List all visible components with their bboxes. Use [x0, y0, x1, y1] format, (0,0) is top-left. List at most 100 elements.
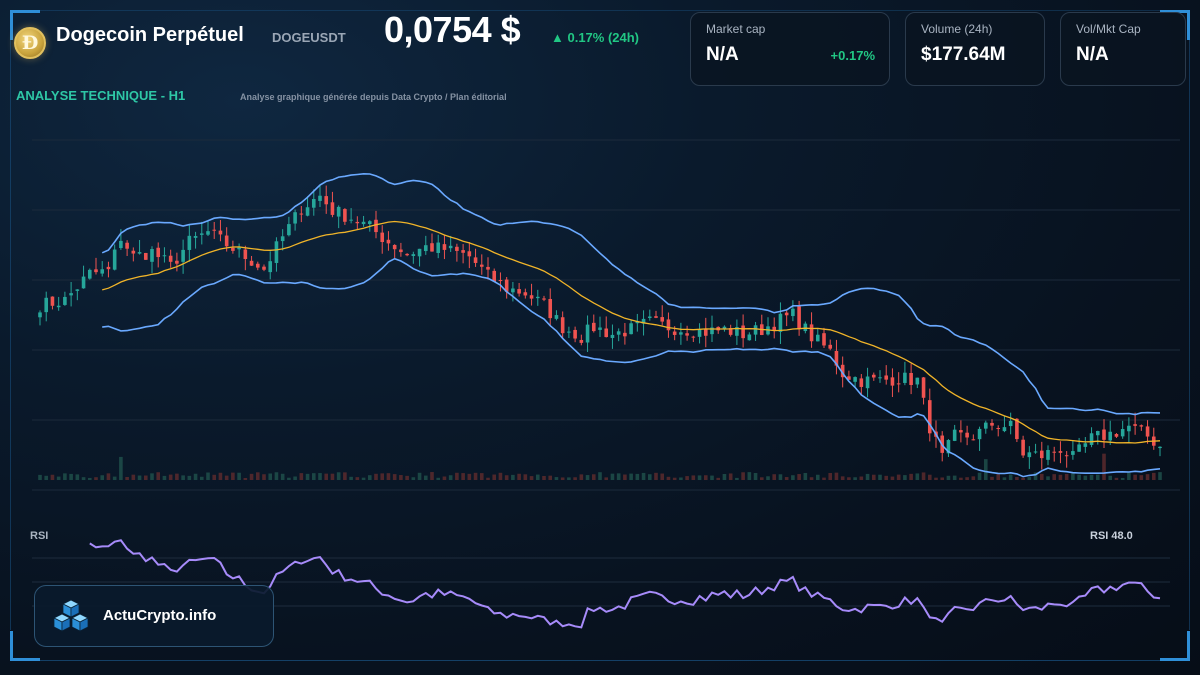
candle-body — [100, 269, 105, 274]
volume-bar — [336, 472, 341, 480]
candle-body — [840, 364, 845, 378]
volume-bar — [560, 477, 565, 480]
candle-body — [1046, 450, 1050, 460]
volume-bar — [1127, 472, 1131, 480]
candle-body — [511, 288, 515, 293]
candle-body — [654, 316, 658, 318]
candle-body — [778, 313, 783, 332]
candle-body — [1102, 429, 1106, 440]
candle-body — [143, 252, 148, 260]
candle-body — [959, 430, 963, 433]
volume-bar — [187, 475, 192, 480]
candle-body — [1108, 431, 1113, 441]
volume-bar — [940, 477, 945, 480]
volume-bar — [143, 475, 148, 480]
brand-name: ActuCrypto.info — [103, 607, 217, 624]
candle-body — [212, 229, 217, 231]
volume-bar — [305, 473, 310, 480]
volume-bar — [330, 473, 335, 480]
candle-body — [1002, 427, 1007, 432]
volume-bar — [94, 477, 98, 480]
section-subtitle: Analyse graphique générée depuis Data Cr… — [240, 92, 507, 102]
volume-value: $177.64M — [921, 44, 1006, 65]
candle-body — [255, 263, 260, 268]
volume-bar — [759, 477, 764, 480]
candle-body — [946, 440, 951, 454]
volume-bar — [106, 473, 111, 480]
volume-card: Volume (24h) $177.64M — [905, 12, 1045, 86]
candle-body — [1145, 426, 1150, 437]
candle-body — [604, 328, 609, 338]
candle-body — [797, 306, 801, 330]
volume-bar — [218, 472, 223, 480]
volume-bar — [710, 475, 714, 480]
candle-body — [442, 244, 447, 250]
candle-body — [150, 249, 154, 262]
volume-bar — [231, 472, 235, 480]
volume-bar — [672, 477, 677, 480]
candle-body — [448, 245, 453, 249]
brand-badge[interactable]: ActuCrypto.info — [34, 585, 274, 647]
candle-body — [249, 260, 254, 266]
candle-body — [915, 377, 920, 385]
candle-body — [672, 331, 677, 335]
candle-body — [1058, 451, 1063, 453]
candle-body — [1139, 425, 1144, 427]
volume-bar — [660, 473, 665, 480]
frame-edge-left — [10, 40, 11, 630]
volume-bar — [691, 475, 696, 480]
candle-body — [274, 241, 279, 263]
volume-bar — [697, 475, 702, 480]
volume-bar — [579, 474, 584, 480]
volume-bar — [1021, 477, 1025, 480]
volume-bar — [853, 477, 857, 480]
candle-body — [355, 221, 360, 224]
volume-bar — [934, 477, 938, 480]
candle-body — [1015, 418, 1019, 440]
volume-bar — [392, 474, 397, 480]
volume-bar — [1089, 474, 1094, 480]
candle-body — [199, 233, 204, 235]
candle-body — [318, 195, 322, 201]
volume-bar — [87, 477, 92, 480]
candle-body — [691, 336, 696, 338]
candle-body — [162, 255, 167, 257]
volume-bar — [1008, 474, 1013, 480]
volume-bar — [199, 476, 204, 480]
candle-body — [106, 266, 111, 270]
candle-body — [784, 312, 789, 316]
candle-body — [268, 261, 273, 273]
volume-bar — [274, 472, 279, 480]
volume-bar — [1064, 474, 1069, 480]
candle-body — [660, 317, 665, 322]
candle-body — [187, 235, 192, 250]
candle-body — [417, 248, 422, 257]
volume-bar — [1083, 475, 1088, 480]
candle-body — [542, 298, 546, 300]
candle-body — [710, 327, 714, 335]
volume-bar — [865, 473, 870, 480]
candle-body — [1158, 446, 1162, 449]
candle-body — [871, 374, 876, 378]
frame-corner-bottom-left — [10, 631, 40, 661]
candle-body — [156, 247, 161, 258]
chart-grid — [32, 139, 1180, 491]
candle-body — [455, 246, 459, 251]
candle-body — [791, 308, 795, 317]
candle-body — [623, 332, 627, 337]
volume-bar — [293, 476, 297, 480]
bollinger-upper-line — [101, 172, 1161, 416]
candle-body — [175, 260, 179, 264]
candle-body — [280, 236, 285, 242]
candle-body — [293, 212, 297, 224]
volume-bar — [1158, 472, 1162, 480]
volume-bar — [803, 472, 808, 480]
candle-body — [243, 249, 248, 260]
candle-body — [330, 202, 335, 215]
candle-body — [69, 293, 73, 296]
volume-bar — [840, 476, 845, 480]
volume-bar — [815, 474, 820, 480]
volume-bar — [442, 476, 447, 480]
volume-bar — [735, 477, 739, 480]
volume-bar — [299, 473, 304, 480]
